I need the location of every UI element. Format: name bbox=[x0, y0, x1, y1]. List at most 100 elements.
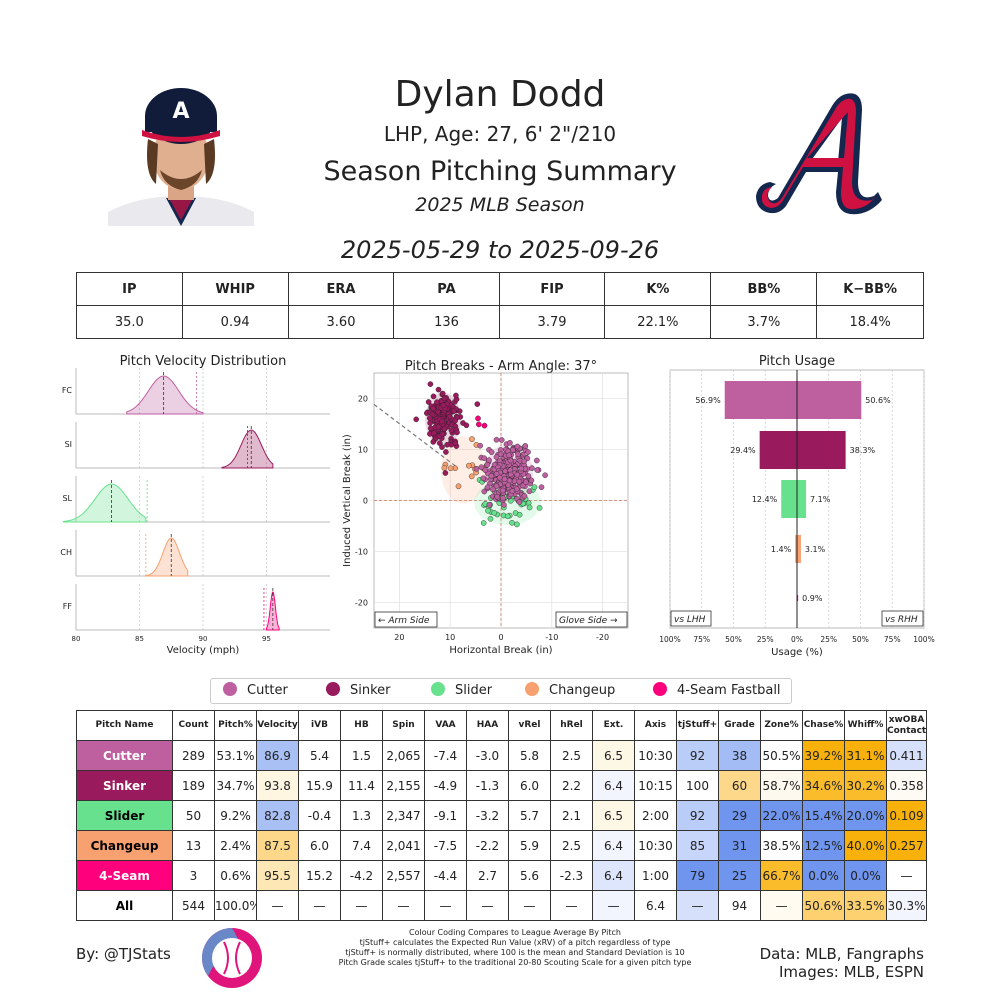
usage-tick-label: 100% bbox=[659, 635, 680, 644]
usage-bar-rhh bbox=[797, 535, 801, 563]
usage-label-rhh: 38.3% bbox=[850, 446, 876, 455]
usage-tick-label: 25% bbox=[757, 635, 774, 644]
pitch-table-header: iVB bbox=[298, 710, 341, 741]
break-point bbox=[522, 443, 529, 449]
break-point bbox=[441, 426, 448, 432]
break-point bbox=[521, 493, 528, 499]
pitch-table-cell: 6.0 bbox=[298, 830, 341, 861]
pitch-table-cell: — bbox=[424, 890, 467, 921]
pitch-table-cell: 87.5 bbox=[256, 830, 299, 861]
legend-marker bbox=[326, 682, 340, 696]
pitch-table-cell: 50.6% bbox=[802, 890, 845, 921]
pitch-table-cell: 289 bbox=[172, 740, 215, 771]
arm-side-box bbox=[374, 611, 438, 628]
pitch-table-cell: 1:00 bbox=[634, 860, 677, 891]
pitch-table-cell: 544 bbox=[172, 890, 215, 921]
pitch-table-cell: 33.5% bbox=[844, 890, 887, 921]
velocity-density-curve bbox=[62, 483, 147, 523]
stat-value: 136 bbox=[393, 305, 500, 339]
break-point bbox=[452, 417, 459, 424]
stat-value: 0.94 bbox=[181, 305, 289, 339]
arm-side-label: ← Arm Side bbox=[378, 616, 430, 626]
break-point bbox=[507, 471, 514, 478]
pitch-table-cell: — bbox=[886, 860, 927, 891]
break-point bbox=[448, 427, 455, 434]
pitch-table-header: Spin bbox=[382, 710, 425, 741]
image-source: Images: MLB, ESPN bbox=[778, 963, 924, 981]
pitch-table-cell: 0.6% bbox=[214, 860, 257, 891]
break-point bbox=[493, 483, 500, 489]
pitch-table-cell: 10:30 bbox=[634, 830, 677, 861]
break-point bbox=[480, 520, 487, 526]
break-x-tick-label: 0 bbox=[498, 633, 503, 642]
break-point bbox=[529, 465, 535, 471]
break-point bbox=[487, 515, 494, 522]
pitch-name-cell: Changeup bbox=[76, 830, 173, 861]
usage-bar-rhh bbox=[797, 431, 846, 469]
break-point bbox=[534, 467, 541, 473]
pitch-table-cell: 10:15 bbox=[634, 770, 677, 801]
break-point bbox=[431, 430, 437, 436]
stat-value: 3.79 bbox=[498, 305, 606, 339]
pitch-table-cell: 6.5 bbox=[592, 740, 635, 771]
date-range: 2025-05-29 to 2025-09-26 bbox=[340, 236, 660, 264]
pitch-table-cell: 2,065 bbox=[382, 740, 425, 771]
break-point bbox=[526, 488, 533, 495]
pitch-table-cell: 39.2% bbox=[802, 740, 845, 771]
break-x-tick-label: -10 bbox=[545, 633, 558, 642]
player-bio: LHP, Age: 27, 6' 2"/210 bbox=[383, 122, 617, 146]
break-x-axis-label: Horizontal Break (in) bbox=[449, 645, 552, 656]
pitch-name-cell: Sinker bbox=[76, 770, 173, 801]
pitch-table-cell: 60 bbox=[718, 770, 761, 801]
stat-header: BB% bbox=[710, 272, 818, 306]
break-point bbox=[486, 501, 493, 508]
usage-label-rhh: 3.1% bbox=[805, 545, 826, 554]
usage-bar-lhh bbox=[781, 480, 797, 518]
break-cluster-ellipse bbox=[441, 436, 486, 504]
break-point bbox=[518, 465, 525, 472]
stat-value: 3.60 bbox=[287, 305, 395, 339]
break-point bbox=[478, 464, 485, 470]
break-point bbox=[453, 392, 459, 399]
usage-tick-label: 50% bbox=[725, 635, 742, 644]
legend-label: Cutter bbox=[247, 683, 288, 698]
pitch-table-cell: 50 bbox=[172, 800, 215, 831]
break-point bbox=[425, 399, 432, 405]
break-point bbox=[427, 425, 434, 432]
stat-value: 35.0 bbox=[76, 305, 183, 339]
pitch-table-cell: 31 bbox=[718, 830, 761, 861]
pitch-table-header: HB bbox=[340, 710, 383, 741]
legend-item-slider: Slider bbox=[431, 682, 492, 698]
break-point bbox=[493, 470, 500, 477]
footnote-line: tjStuff+ calculates the Expected Run Val… bbox=[359, 938, 671, 947]
usage-tick-label: 0% bbox=[791, 635, 803, 644]
stat-header: WHIP bbox=[181, 272, 289, 306]
charts-area: Pitch Velocity Distribution FC SI SL CH FF 80 8… bbox=[60, 354, 934, 658]
velocity-row-label: FF bbox=[63, 602, 73, 611]
break-point bbox=[430, 393, 437, 400]
arm-angle-line bbox=[373, 403, 456, 467]
usage-label-lhh: 56.9% bbox=[695, 396, 721, 405]
pitch-table-header: Ext. bbox=[592, 710, 635, 741]
pitch-table-header: Grade bbox=[718, 710, 761, 741]
pitch-table-cell: 92 bbox=[676, 800, 719, 831]
usage-bar-rhh bbox=[797, 381, 862, 419]
pitch-table-row: Slider 50 9.2% 82.8 -0.4 1.3 2,347 -9.1 -3.2 5.7 2… bbox=[76, 800, 927, 831]
break-point bbox=[542, 472, 548, 478]
break-point bbox=[534, 457, 540, 464]
pitch-table-cell: 6.4 bbox=[592, 770, 635, 801]
pitch-table-cell: 79 bbox=[676, 860, 719, 891]
pitch-table-cell: 12.5% bbox=[802, 830, 845, 861]
break-point bbox=[536, 505, 543, 511]
break-point bbox=[501, 476, 508, 482]
pitch-table-header: hRel bbox=[550, 710, 593, 741]
break-point bbox=[474, 401, 481, 407]
break-point bbox=[502, 468, 509, 475]
pitch-table-cell: 6.0 bbox=[508, 770, 551, 801]
legend-label: 4-Seam Fastball bbox=[677, 683, 781, 698]
usage-tick-label: 75% bbox=[693, 635, 710, 644]
usage-tick-label: 50% bbox=[852, 635, 869, 644]
velocity-density-curve bbox=[221, 429, 274, 469]
break-point bbox=[531, 484, 538, 490]
pitch-table-header-row: Pitch Name Count Pitch% Velocity iVB HB Spin VA… bbox=[76, 710, 927, 741]
